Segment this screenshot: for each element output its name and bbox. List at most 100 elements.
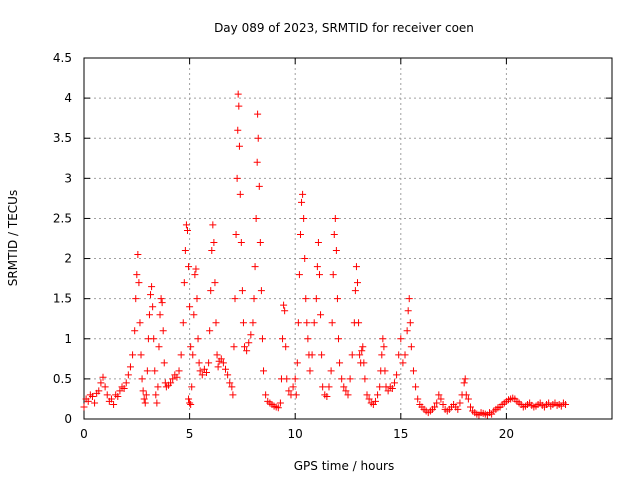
data-point	[122, 379, 130, 387]
y-tick-label: 4.5	[53, 51, 72, 65]
data-point	[210, 239, 218, 247]
data-point	[236, 190, 244, 198]
data-point	[84, 397, 92, 405]
data-point	[371, 397, 379, 405]
data-point	[328, 319, 336, 327]
data-point	[179, 319, 187, 327]
data-point	[226, 379, 234, 387]
x-axis-label: GPS time / hours	[294, 459, 395, 473]
data-point	[464, 395, 472, 403]
data-point	[296, 230, 304, 238]
data-point	[433, 399, 441, 407]
data-point	[140, 395, 148, 403]
data-point	[120, 385, 128, 393]
data-point	[376, 383, 384, 391]
data-point	[107, 395, 115, 403]
data-point	[356, 351, 364, 359]
data-point	[348, 351, 356, 359]
data-point	[431, 403, 439, 411]
data-point	[238, 287, 246, 295]
data-point	[331, 214, 339, 222]
data-point	[152, 391, 160, 399]
y-tick-labels: 0 0.5 1 1.5 2 2.5 3 3.5 4 4.5	[53, 51, 72, 426]
data-point	[461, 375, 469, 383]
data-point	[186, 303, 194, 311]
data-point	[352, 263, 360, 271]
data-point	[439, 401, 447, 409]
y-tick-label: 0	[64, 412, 72, 426]
data-point	[110, 401, 118, 409]
data-point	[359, 343, 367, 351]
data-point	[155, 343, 163, 351]
data-point	[313, 263, 321, 271]
data-point	[379, 335, 387, 343]
data-point	[88, 393, 96, 401]
data-point	[258, 335, 266, 343]
data-point	[198, 371, 206, 379]
data-point	[294, 319, 302, 327]
data-point	[191, 271, 199, 279]
data-point	[390, 379, 398, 387]
data-point	[137, 351, 145, 359]
data-point	[381, 367, 389, 375]
data-point	[282, 343, 290, 351]
data-point	[306, 367, 314, 375]
data-point	[173, 373, 181, 381]
data-point	[319, 383, 327, 391]
x-tick-label: 20	[499, 427, 514, 441]
data-point	[80, 403, 88, 411]
data-point	[233, 174, 241, 182]
data-point	[300, 214, 308, 222]
data-point	[253, 158, 261, 166]
data-point	[318, 351, 326, 359]
data-point	[224, 371, 232, 379]
data-point	[95, 387, 103, 395]
data-point	[302, 295, 310, 303]
chart-title: Day 089 of 2023, SRMTID for receiver coe…	[214, 21, 474, 35]
data-point	[175, 367, 183, 375]
data-point	[308, 351, 316, 359]
data-point	[460, 379, 468, 387]
data-point	[323, 393, 331, 401]
plot-frame	[83, 57, 613, 420]
y-tick-label: 2	[64, 252, 72, 266]
data-point	[456, 399, 464, 407]
data-point	[206, 327, 214, 335]
data-point	[254, 110, 262, 118]
data-point	[237, 239, 245, 247]
data-point	[239, 319, 247, 327]
data-point	[228, 383, 236, 391]
data-point	[260, 367, 268, 375]
data-point	[186, 399, 194, 407]
data-point	[241, 343, 249, 351]
data-point	[304, 335, 312, 343]
data-point	[252, 214, 260, 222]
data-point	[193, 295, 201, 303]
axis-ticks	[83, 57, 612, 420]
x-tick-label: 10	[288, 427, 303, 441]
data-point	[149, 303, 157, 311]
data-point	[97, 379, 105, 387]
data-point	[158, 299, 166, 307]
data-point	[414, 395, 422, 403]
data-point	[235, 102, 243, 110]
data-point	[132, 295, 140, 303]
data-point	[231, 295, 239, 303]
data-point	[151, 367, 159, 375]
data-point	[103, 391, 111, 399]
data-points	[80, 90, 570, 419]
data-point	[245, 339, 253, 347]
data-point	[148, 283, 156, 291]
data-point	[395, 351, 403, 359]
data-point	[384, 387, 392, 395]
data-point	[133, 271, 141, 279]
data-point	[454, 405, 462, 413]
x-tick-label: 5	[186, 427, 194, 441]
data-point	[358, 347, 366, 355]
data-point	[256, 239, 264, 247]
data-point	[147, 291, 155, 299]
data-point	[249, 319, 257, 327]
data-point	[182, 221, 190, 229]
data-point	[393, 371, 401, 379]
